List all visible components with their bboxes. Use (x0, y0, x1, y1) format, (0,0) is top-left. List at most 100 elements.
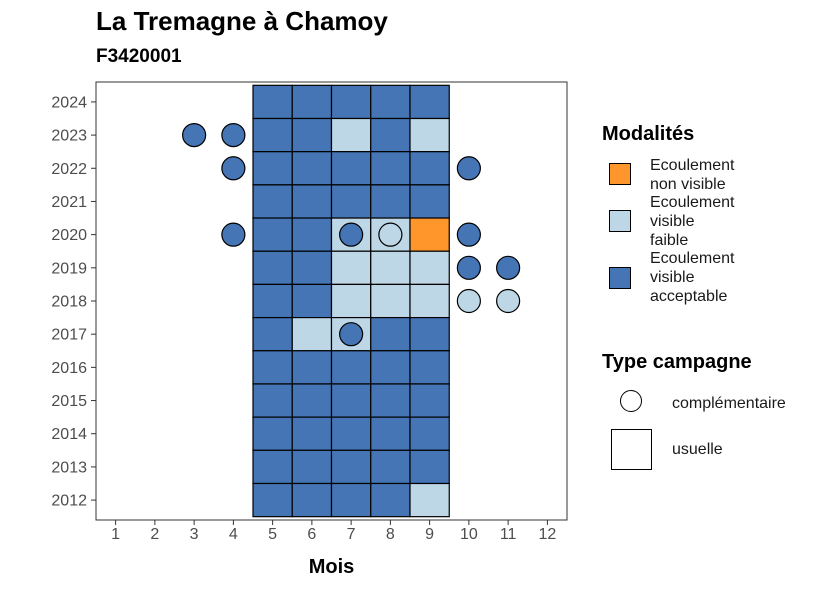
tile-2017-8 (370, 316, 411, 352)
tile-2021-7 (330, 184, 372, 219)
tile-2019-6 (291, 250, 333, 286)
point-2020-10 (456, 222, 481, 247)
tile-2023-5 (252, 117, 293, 153)
tile-2012-6 (291, 482, 333, 518)
x-tick-label-2: 2 (150, 526, 159, 543)
tile-2019-8 (370, 250, 411, 286)
legend-label-non-visible: Ecoulement non visible (650, 157, 735, 193)
point-2020-7 (339, 222, 364, 247)
tile-2019-9 (409, 250, 450, 286)
legend-key-non-visible (609, 163, 631, 185)
x-tick-label-9: 9 (425, 526, 434, 543)
tile-2018-8 (370, 283, 411, 319)
point-2020-4 (221, 222, 246, 247)
x-tick-label-10: 10 (460, 526, 478, 543)
tile-2021-5 (252, 184, 293, 219)
tile-2023-9 (409, 117, 450, 153)
tile-2021-8 (370, 184, 411, 219)
tile-2017-9 (409, 316, 450, 352)
x-tick-label-4: 4 (229, 526, 238, 543)
tile-2013-5 (252, 449, 293, 485)
tile-2020-9 (409, 217, 450, 252)
tile-2024-7 (330, 84, 372, 120)
x-tick-label-6: 6 (307, 526, 316, 543)
y-tick-label-2023: 2023 (51, 128, 87, 145)
tile-2022-7 (330, 151, 372, 186)
y-tick-label-2018: 2018 (51, 294, 87, 311)
tile-2024-5 (252, 84, 293, 120)
y-tick-label-2017: 2017 (51, 327, 87, 344)
tile-2015-6 (291, 383, 333, 418)
tile-2014-5 (252, 416, 293, 451)
point-2022-4 (221, 156, 246, 181)
tile-2016-8 (370, 350, 411, 385)
x-tick-label-7: 7 (347, 526, 356, 543)
tile-2016-5 (252, 350, 293, 385)
legend-label-acceptable: Ecoulement visible acceptable (650, 250, 735, 305)
tile-2016-9 (409, 350, 450, 385)
tile-2012-7 (330, 482, 372, 518)
tile-2012-5 (252, 482, 293, 518)
tile-2013-7 (330, 449, 372, 485)
chart-subtitle: F3420001 (96, 46, 182, 67)
y-tick-label-2021: 2021 (51, 194, 87, 211)
tile-2018-6 (291, 283, 333, 319)
legend-modalites-title: Modalités (602, 123, 695, 145)
y-tick-label-2015: 2015 (51, 393, 87, 410)
legend-label-complementaire: complémentaire (672, 395, 786, 412)
tile-2014-8 (370, 416, 411, 451)
point-2023-3 (182, 122, 207, 148)
tile-2024-9 (409, 84, 450, 120)
y-tick-label-2016: 2016 (51, 360, 87, 377)
legend-key-circle (620, 390, 642, 412)
point-2022-10 (456, 156, 481, 181)
legend-key-square (611, 429, 652, 470)
x-axis-title: Mois (309, 556, 355, 578)
tile-2023-8 (370, 117, 411, 153)
point-2019-11 (496, 255, 521, 280)
y-tick-label-2014: 2014 (51, 426, 87, 443)
point-2023-4 (221, 122, 246, 148)
tile-2024-8 (370, 84, 411, 120)
x-tick-label-12: 12 (538, 526, 556, 543)
x-tick-label-8: 8 (386, 526, 395, 543)
tile-2017-5 (252, 316, 293, 352)
y-tick-label-2024: 2024 (51, 94, 87, 111)
tile-2016-7 (330, 350, 372, 385)
legend-key-faible (609, 210, 631, 232)
legend-key-acceptable (609, 267, 631, 289)
tile-2022-8 (370, 151, 411, 186)
tile-2018-7 (330, 283, 372, 319)
tile-2023-7 (330, 117, 372, 153)
tile-2015-8 (370, 383, 411, 418)
point-2018-11 (496, 288, 521, 314)
x-tick-label-1: 1 (111, 526, 120, 543)
tile-2015-7 (330, 383, 372, 418)
tile-2021-9 (409, 184, 450, 219)
tile-2014-6 (291, 416, 333, 451)
tile-2023-6 (291, 117, 333, 153)
point-2020-8 (378, 222, 403, 247)
y-tick-label-2012: 2012 (51, 493, 87, 510)
tile-2018-5 (252, 283, 293, 319)
tile-2017-6 (291, 316, 333, 352)
tile-2019-7 (330, 250, 372, 286)
tile-2020-6 (291, 217, 333, 252)
point-2018-10 (456, 288, 481, 314)
legend-label-faible: Ecoulement visible faible (650, 194, 735, 249)
tile-2024-6 (291, 84, 333, 120)
y-tick-label-2020: 2020 (51, 227, 87, 244)
tile-2016-6 (291, 350, 333, 385)
tile-2018-9 (409, 283, 450, 319)
tile-2013-9 (409, 449, 450, 485)
y-tick-label-2019: 2019 (51, 260, 87, 277)
tile-2020-5 (252, 217, 293, 252)
legend-label-usuelle: usuelle (672, 441, 723, 458)
chart-title: La Tremagne à Chamoy (96, 6, 388, 36)
x-tick-label-11: 11 (500, 526, 517, 543)
x-tick-label-5: 5 (268, 526, 277, 543)
tile-2015-9 (409, 383, 450, 418)
tile-2013-8 (370, 449, 411, 485)
tile-2022-9 (409, 151, 450, 186)
y-tick-label-2013: 2013 (51, 459, 87, 476)
